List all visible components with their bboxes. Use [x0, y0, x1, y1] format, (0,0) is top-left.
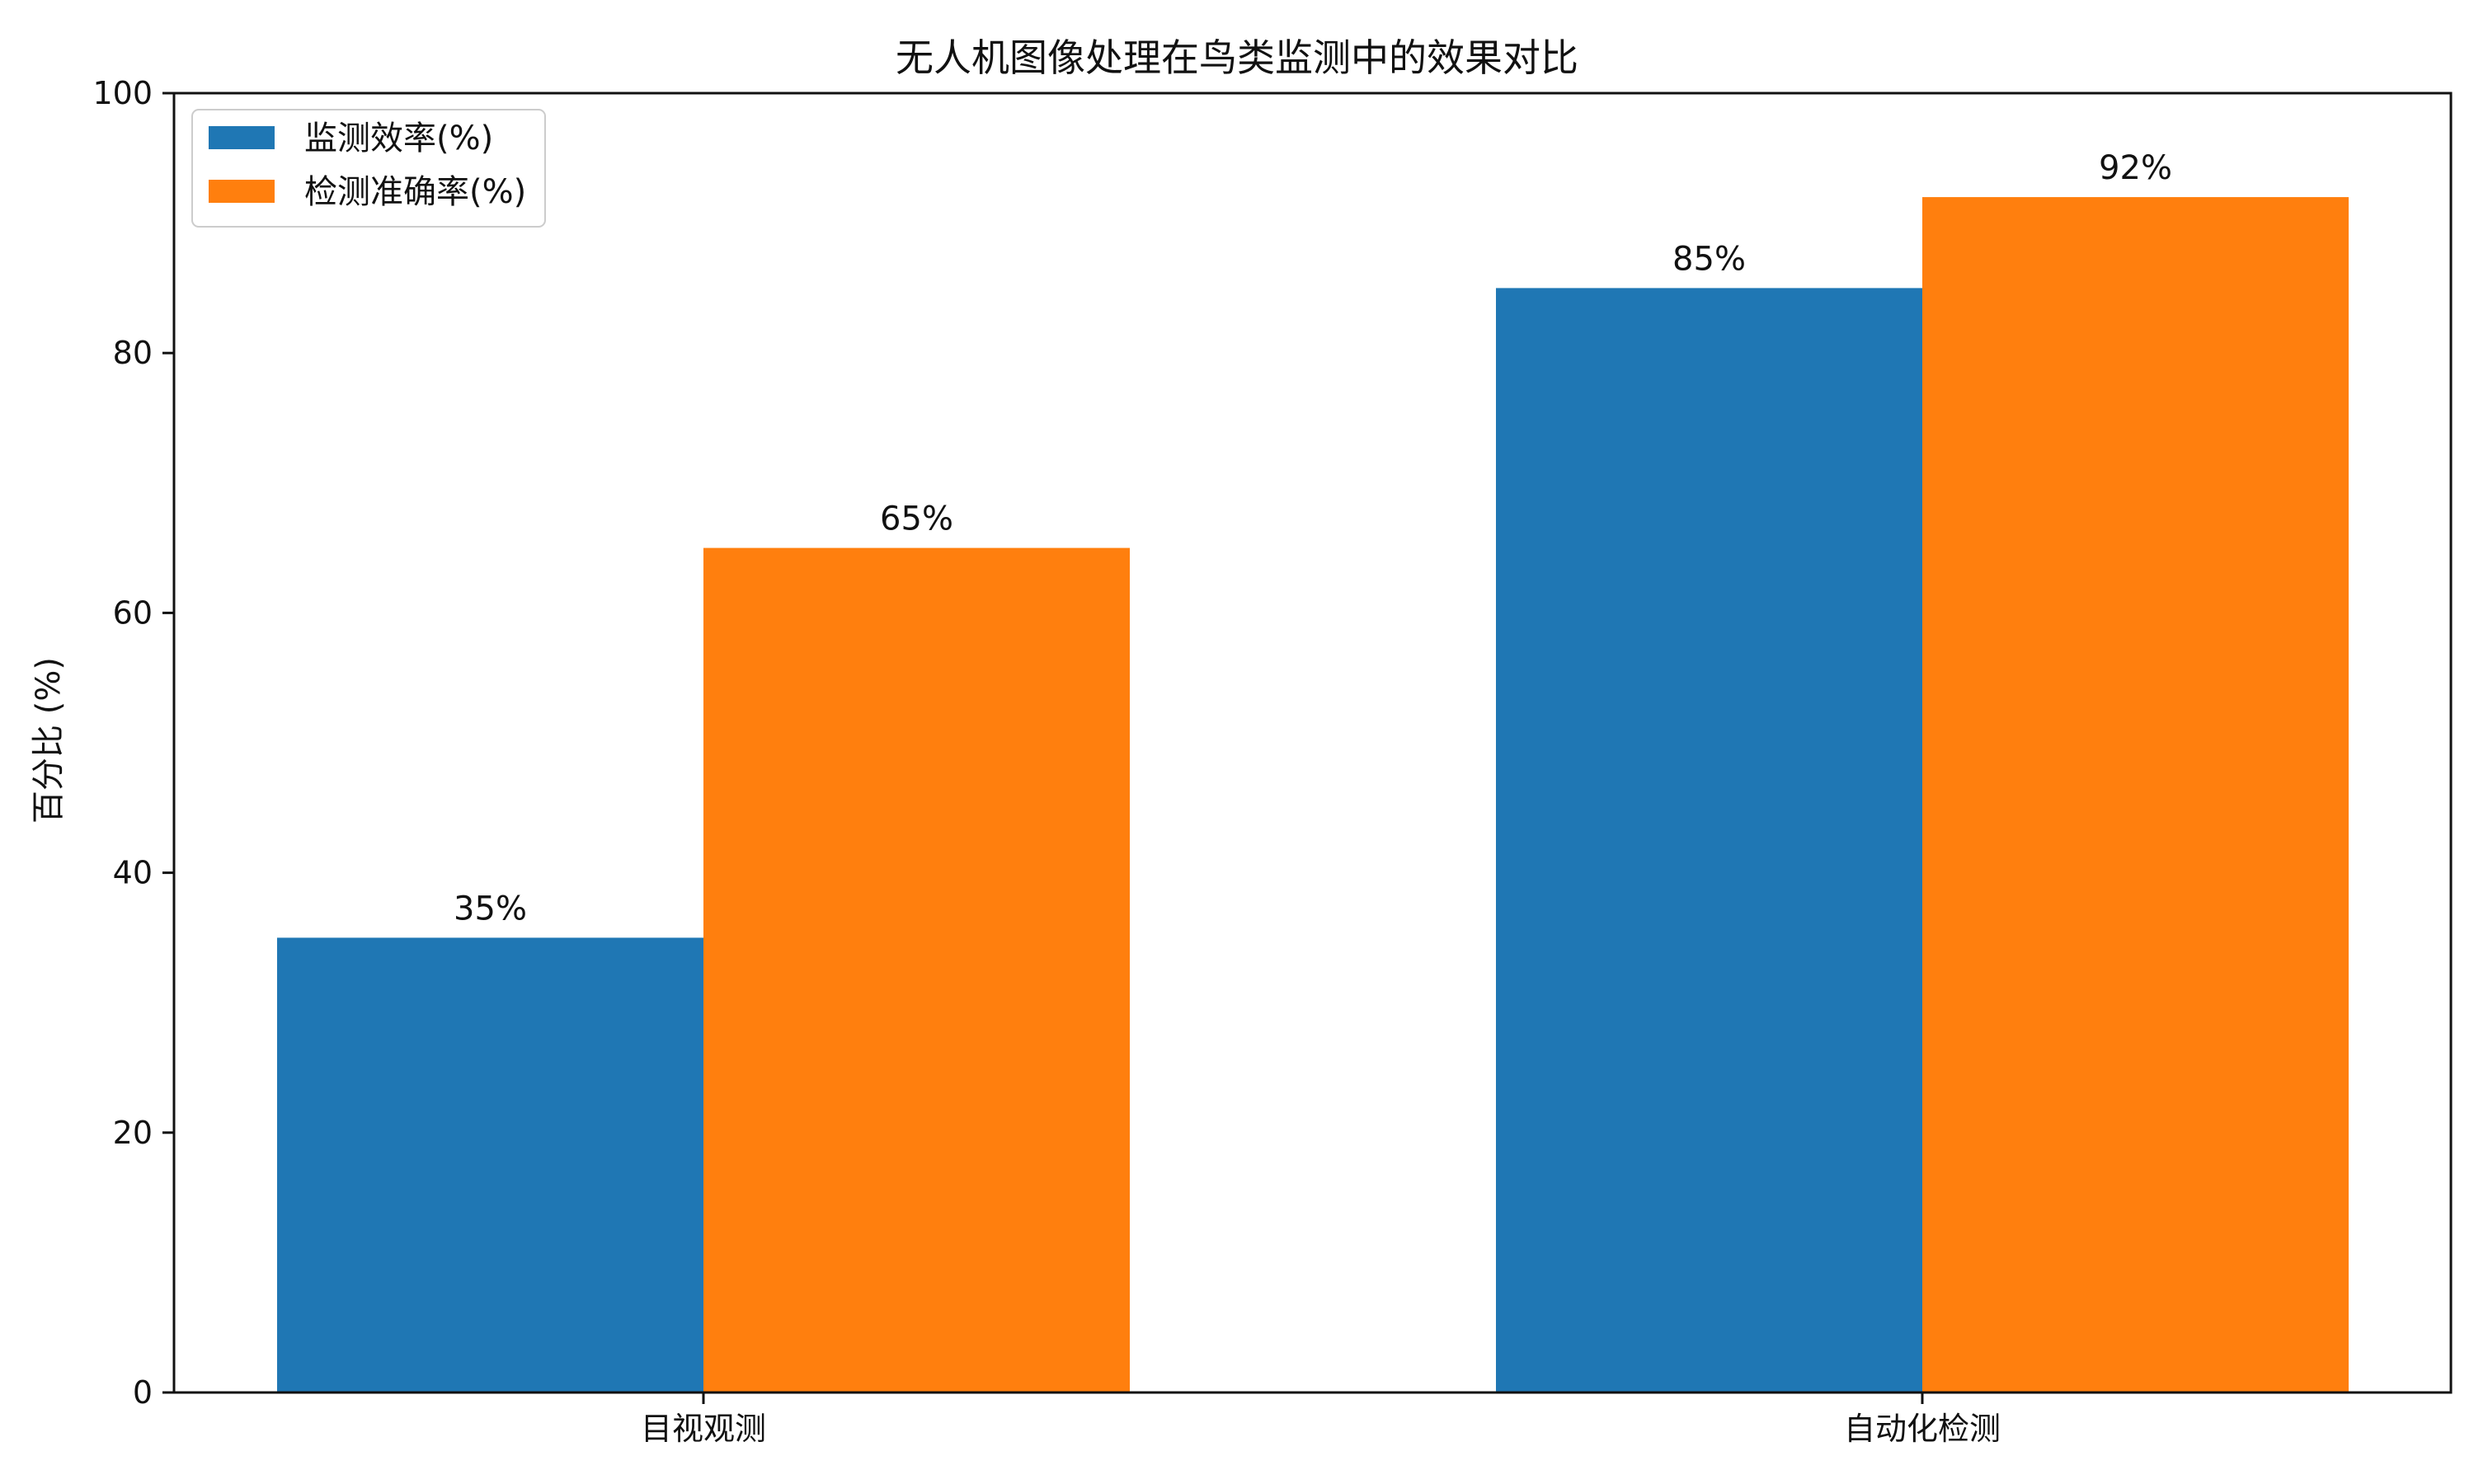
chart-title: 无人机图像处理在鸟类监测中的效果对比: [896, 35, 1578, 80]
x-tick-label: 自动化检测: [1844, 1411, 2001, 1447]
x-tick-label: 目视观测: [641, 1411, 766, 1447]
legend: 监测效率(%) 检测准确率(%): [191, 109, 546, 228]
x-axis-ticks: 目视观测 自动化检测: [641, 1392, 2001, 1447]
data-labels: 35% 85% 65% 92%: [454, 149, 2172, 928]
bar-detection-accuracy-automated-detection: [1922, 197, 2349, 1393]
bar-monitoring-efficiency-automated-detection: [1496, 288, 1922, 1392]
y-tick-label: 20: [113, 1115, 153, 1151]
y-tick-label: 60: [113, 594, 153, 631]
legend-swatch-monitoring-efficiency: [209, 126, 275, 149]
bar-monitoring-efficiency-visual-observation: [277, 937, 703, 1392]
legend-swatch-detection-accuracy: [209, 180, 275, 203]
y-tick-label: 0: [133, 1374, 153, 1411]
legend-label-detection-accuracy: 检测准确率(%): [304, 173, 526, 211]
data-label: 35%: [454, 890, 527, 928]
y-tick-label: 100: [92, 75, 153, 111]
y-axis-label: 百分比 (%): [30, 657, 68, 824]
y-tick-label: 80: [113, 335, 153, 371]
bar-series: [277, 197, 2349, 1393]
data-label: 92%: [2099, 149, 2172, 187]
y-axis-ticks: 0 20 40 60 80 100: [92, 75, 174, 1411]
legend-label-monitoring-efficiency: 监测效率(%): [304, 120, 493, 157]
data-label: 65%: [880, 500, 953, 538]
y-tick-label: 40: [113, 855, 153, 891]
plot-frame: [172, 92, 2453, 1394]
bar-detection-accuracy-visual-observation: [703, 547, 1130, 1392]
data-label: 85%: [1672, 240, 1746, 278]
legend-box: [191, 109, 546, 228]
